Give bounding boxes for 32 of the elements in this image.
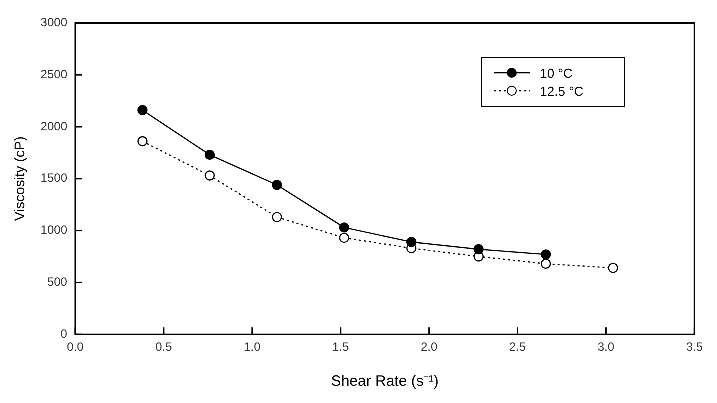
y-axis-title: Viscosity (cP): [11, 136, 28, 222]
point: [204, 150, 216, 160]
point: [474, 244, 484, 255]
point: [339, 232, 350, 244]
point: [204, 170, 216, 181]
legend-label: 10 °C: [540, 66, 573, 81]
x-tick-label: 3.0: [598, 340, 615, 354]
x-tick-label: 3.5: [686, 340, 704, 354]
point: [540, 258, 552, 270]
legend-label: 12.5 °C: [540, 84, 584, 99]
point: [272, 212, 282, 222]
point: [339, 222, 350, 233]
y-tick-label: 2500: [40, 67, 68, 82]
y-tick-label: 0: [60, 326, 68, 341]
y-tick-label: 1000: [40, 223, 68, 238]
point: [138, 136, 148, 147]
point: [540, 250, 552, 260]
point: [406, 237, 417, 248]
x-tick-label: 2.5: [509, 340, 526, 354]
x-tick-label: 1.0: [244, 340, 262, 354]
y-tick-label: 2000: [40, 119, 68, 134]
x-tick-label: 0.0: [67, 340, 84, 354]
x-tick-label: 0.5: [156, 340, 173, 354]
y-tick-label: 500: [47, 275, 68, 290]
x-tick-label: 2.0: [420, 340, 438, 354]
point: [608, 263, 618, 274]
y-tick-label: 1500: [40, 171, 68, 186]
point: [138, 105, 148, 116]
x-axis-title: Shear Rate (s⁻¹): [331, 373, 439, 390]
y-tick-label: 3000: [40, 16, 68, 30]
point: [272, 180, 282, 190]
x-tick-label: 1.5: [332, 340, 350, 354]
